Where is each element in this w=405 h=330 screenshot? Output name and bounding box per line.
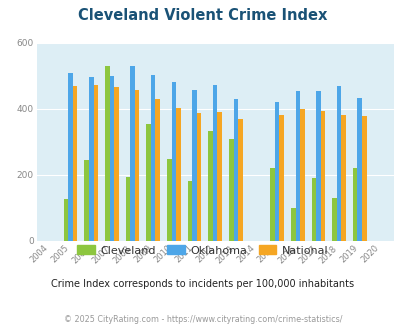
Bar	[176, 108, 180, 241]
Bar	[356, 98, 361, 241]
Bar	[151, 75, 155, 241]
Bar	[89, 77, 93, 241]
Text: © 2025 CityRating.com - https://www.cityrating.com/crime-statistics/: © 2025 CityRating.com - https://www.city…	[64, 315, 341, 324]
Bar	[361, 116, 366, 241]
Bar	[73, 86, 77, 241]
Bar	[155, 99, 160, 241]
Bar	[212, 85, 217, 241]
Bar	[187, 181, 192, 241]
Text: Cleveland Violent Crime Index: Cleveland Violent Crime Index	[78, 8, 327, 23]
Bar	[336, 86, 341, 241]
Bar	[130, 66, 134, 241]
Bar	[320, 111, 324, 241]
Bar	[109, 76, 114, 241]
Bar	[279, 115, 283, 241]
Text: Crime Index corresponds to incidents per 100,000 inhabitants: Crime Index corresponds to incidents per…	[51, 279, 354, 289]
Bar	[166, 159, 171, 241]
Bar	[299, 109, 304, 241]
Legend: Cleveland, Oklahoma, National: Cleveland, Oklahoma, National	[73, 241, 332, 260]
Bar	[146, 124, 151, 241]
Bar	[311, 178, 315, 241]
Bar	[105, 66, 109, 241]
Bar	[114, 87, 118, 241]
Bar	[93, 85, 98, 241]
Bar	[274, 102, 279, 241]
Bar	[331, 198, 336, 241]
Bar	[208, 131, 212, 241]
Bar	[270, 168, 274, 241]
Bar	[192, 90, 196, 241]
Bar	[134, 90, 139, 241]
Bar	[233, 99, 237, 241]
Bar	[196, 113, 201, 241]
Bar	[126, 177, 130, 241]
Bar	[290, 208, 295, 241]
Bar	[228, 139, 233, 241]
Bar	[295, 91, 299, 241]
Bar	[68, 73, 73, 241]
Bar	[315, 91, 320, 241]
Bar	[171, 82, 176, 241]
Bar	[84, 160, 89, 241]
Bar	[64, 199, 68, 241]
Bar	[352, 168, 356, 241]
Bar	[237, 119, 242, 241]
Bar	[217, 112, 222, 241]
Bar	[341, 115, 345, 241]
